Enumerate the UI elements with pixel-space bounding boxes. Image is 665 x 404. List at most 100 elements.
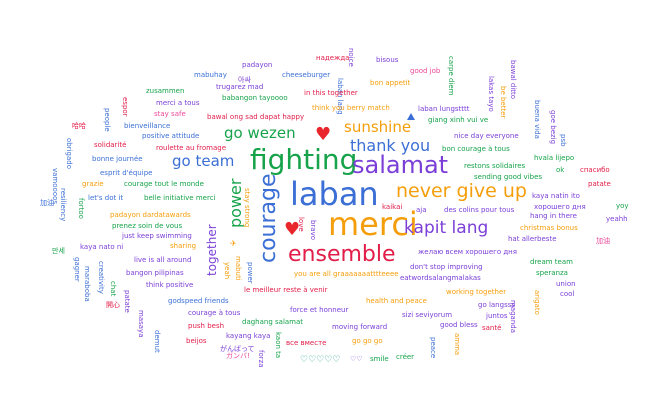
cloud-word: good bless (440, 321, 478, 329)
cloud-word: think you berry match (312, 104, 390, 112)
cloud-word: padayon dardatawards (110, 211, 191, 219)
cloud-word: carpe diem (447, 56, 455, 96)
cloud-word: bawal ong sad dapat happy (207, 113, 305, 121)
cloud-word: power (226, 178, 245, 228)
cloud-word: sizi seviyorum (402, 311, 453, 319)
cloud-word: arigato (533, 290, 541, 315)
cloud-word: все вместе (286, 339, 327, 347)
cloud-word: kaya nato ni (80, 243, 124, 251)
cloud-word: zusammen (146, 87, 185, 95)
cloud-word: prenez soin de vous (112, 222, 183, 230)
cloud-word: just keep swimming (122, 232, 192, 240)
cloud-word: kaon ta (274, 332, 282, 359)
cloud-word: hvala lijepo (534, 154, 575, 162)
cloud-word: moving forward (332, 323, 388, 331)
cloud-word: go wezen (224, 124, 296, 142)
cloud-word: courage à tous (188, 309, 241, 317)
cloud-word: santé (482, 324, 502, 332)
cloud-word: stay safe (154, 110, 186, 118)
cloud-word: maganda (509, 300, 517, 334)
cloud-word: hat allerbeste (508, 235, 557, 243)
cloud-word: amma (453, 333, 461, 356)
cloud-word: 開心 (106, 301, 120, 309)
cloud-word: obrigado (65, 138, 73, 170)
cloud-word: fortoo (77, 198, 85, 219)
cloud-word: ok (556, 166, 565, 174)
cloud-word: health and peace (366, 297, 427, 305)
cloud-word: good job (410, 67, 441, 75)
cloud-word: creativity (97, 261, 105, 294)
cloud-word: merci (328, 205, 418, 243)
cloud-word: bon appetit (370, 79, 411, 87)
cloud-word: kapit lang (404, 218, 489, 238)
cloud-word: chat (109, 281, 117, 297)
cloud-word: sharing (170, 242, 197, 250)
cloud-word: yeah (223, 262, 231, 280)
cloud-word: go team (172, 152, 235, 170)
cloud-word: never give up (396, 180, 527, 202)
heart-icon: ♥ (284, 219, 301, 240)
cloud-word: forza (257, 350, 265, 368)
cloud-word: resiliency (59, 188, 67, 222)
cloud-word: courage (256, 173, 281, 263)
cloud-word: надежда (316, 54, 350, 62)
cloud-word: cheeseburger (282, 71, 331, 79)
cloud-word: goe bezig (549, 110, 557, 145)
cloud-word: juntos (486, 312, 508, 320)
cloud-word: trugarez mad (216, 83, 264, 91)
cloud-word: espor (121, 97, 129, 117)
cloud-word: godspeed friends (168, 297, 229, 305)
cloud-word: maraboba (83, 266, 91, 302)
cloud-word: des colins pour tous (444, 206, 515, 214)
rocket-icon: ✈ (230, 239, 237, 248)
cloud-word: in this together (304, 89, 358, 97)
cloud-word: mabuhay (194, 71, 227, 79)
cloud-word: eatwordsalangmalakas (400, 274, 481, 282)
cloud-word: christmas bonus (520, 224, 578, 232)
cloud-word: merci a tous (156, 99, 200, 107)
cloud-word: yoy (616, 202, 629, 210)
cloud-word: push besh (188, 322, 225, 330)
cloud-word: aja (416, 206, 427, 214)
cloud-word: live is all around (134, 256, 192, 264)
cloud-word: babangon tayoooo (222, 94, 288, 102)
cloud-word: ガンバ! (226, 352, 250, 360)
cloud-word: laban (290, 175, 379, 213)
cloud-word: together (205, 224, 219, 276)
cloud-word: restons solidaires (464, 162, 526, 170)
cloud-word: belle initiative merci (144, 194, 216, 202)
cloud-word: roulette au fromage (156, 144, 226, 152)
cloud-word: stay strong (243, 188, 251, 228)
cloud-word: bravo (309, 220, 317, 241)
cloud-word: 아싸 (238, 76, 251, 84)
cloud-word: kaikai (382, 203, 403, 211)
cloud-word: 加油 (596, 237, 610, 245)
cloud-word: padayon (242, 61, 273, 69)
cloud-word: speranza (536, 269, 568, 277)
cloud-word: 加油 (40, 199, 54, 207)
cloud-word: желаю всем хорошего дня (418, 248, 517, 256)
cloud-word: grazie (82, 180, 104, 188)
cloud-word: laban lungstttt (418, 105, 470, 113)
cloud-word: go langsss (478, 301, 516, 309)
cloud-word: cool (560, 290, 575, 298)
cloud-word: daghang salamat (242, 318, 304, 326)
cloud-word: you are all graaaaaaatttteeee (294, 270, 399, 278)
cloud-word: le meilleur reste à venir (244, 286, 328, 294)
cloud-word: buena vida (533, 100, 541, 139)
cloud-word: salamat (352, 151, 449, 179)
cloud-word: créer (396, 353, 415, 361)
cloud-word: gagner (73, 257, 81, 282)
cloud-word: 만세 (52, 247, 65, 255)
cloud-word: спасибо (580, 166, 610, 174)
cloud-word: smile (370, 355, 389, 363)
triangle-icon (407, 113, 415, 120)
cloud-word: giang xinh vui ve (428, 116, 489, 124)
cloud-word: esprit d'équipe (100, 169, 153, 177)
cloud-word: bon courage à tous (442, 145, 510, 153)
cloud-word: psb (559, 134, 567, 147)
cloud-word: force et honneur (290, 306, 349, 314)
cloud-word: hang in there (530, 212, 577, 220)
cloud-word: don't stop improving (410, 263, 483, 271)
